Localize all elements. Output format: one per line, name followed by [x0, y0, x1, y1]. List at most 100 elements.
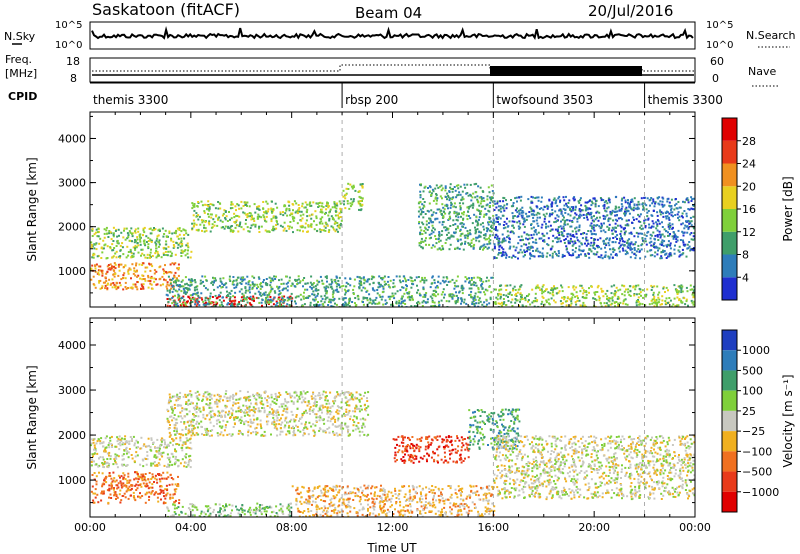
- heatmap-cell: [280, 305, 283, 307]
- heatmap-cell: [642, 240, 645, 243]
- heatmap-cell: [250, 420, 253, 423]
- heatmap-cell: [180, 230, 183, 233]
- heatmap-cell: [178, 288, 181, 291]
- heatmap-cell: [438, 304, 441, 307]
- heatmap-cell: [494, 301, 497, 304]
- heatmap-cell: [625, 210, 628, 213]
- heatmap-cell: [663, 204, 666, 207]
- heatmap-cell: [621, 197, 624, 200]
- heatmap-cell: [569, 214, 572, 217]
- heatmap-cell: [531, 236, 534, 239]
- heatmap-cell: [629, 248, 632, 251]
- heatmap-cell: [470, 239, 473, 242]
- heatmap-cell: [637, 220, 640, 223]
- heatmap-cell: [254, 292, 257, 295]
- heatmap-cell: [529, 253, 532, 256]
- heatmap-cell: [628, 232, 631, 235]
- heatmap-cell: [614, 254, 617, 256]
- heatmap-cell: [555, 292, 558, 295]
- heatmap-cell: [434, 196, 437, 199]
- heatmap-cell: [473, 295, 476, 298]
- heatmap-cell: [690, 299, 693, 302]
- heatmap-cell: [340, 406, 343, 409]
- heatmap-cell: [548, 215, 551, 218]
- heatmap-cell: [685, 286, 688, 289]
- heatmap-cell: [270, 286, 273, 289]
- heatmap-cell: [461, 196, 464, 199]
- heatmap-cell: [196, 288, 199, 291]
- heatmap-cell: [184, 291, 187, 294]
- heatmap-cell: [461, 289, 464, 292]
- heatmap-cell: [406, 296, 409, 299]
- heatmap-cell: [278, 304, 281, 307]
- heatmap-cell: [442, 220, 445, 223]
- heatmap-cell: [472, 192, 475, 195]
- heatmap-cell: [572, 234, 575, 236]
- heatmap-cell: [680, 289, 683, 292]
- heatmap-cell: [590, 237, 593, 239]
- heatmap-cell: [208, 223, 211, 226]
- heatmap-cell: [222, 419, 225, 422]
- y-tick-label: 2000: [58, 221, 86, 234]
- heatmap-cell: [551, 256, 554, 259]
- heatmap-cell: [235, 392, 238, 395]
- heatmap-cell: [281, 289, 284, 292]
- heatmap-cell: [213, 280, 216, 282]
- heatmap-cell: [314, 289, 317, 292]
- heatmap-cell: [255, 403, 258, 406]
- heatmap-cell: [358, 280, 361, 283]
- heatmap-cell: [278, 419, 281, 422]
- heatmap-cell: [631, 251, 634, 254]
- heatmap-cell: [518, 227, 521, 230]
- heatmap-cell: [139, 243, 142, 246]
- heatmap-cell: [521, 210, 524, 212]
- heatmap-cell: [275, 304, 278, 307]
- heatmap-cell: [561, 290, 564, 293]
- heatmap-cell: [541, 295, 544, 298]
- heatmap-cell: [334, 230, 337, 233]
- heatmap-cell: [507, 234, 510, 237]
- heatmap-cell: [672, 215, 674, 218]
- heatmap-cell: [321, 202, 324, 205]
- heatmap-cell: [293, 285, 296, 288]
- noise-left-tick-bottom: 10^0: [55, 40, 82, 51]
- heatmap-cell: [240, 296, 243, 299]
- heatmap-cell: [402, 286, 405, 289]
- heatmap-cell: [626, 303, 629, 306]
- heatmap-cell: [516, 299, 519, 302]
- heatmap-cell: [205, 403, 208, 406]
- heatmap-cell: [554, 201, 557, 204]
- heatmap-cell: [429, 217, 432, 220]
- heatmap-cell: [692, 227, 695, 230]
- heatmap-cell: [590, 285, 593, 288]
- heatmap-cell: [279, 430, 282, 433]
- heatmap-cell: [278, 290, 281, 292]
- heatmap-cell: [431, 224, 434, 227]
- heatmap-cell: [519, 222, 522, 225]
- heatmap-cell: [312, 408, 315, 411]
- heatmap-cell: [382, 287, 385, 290]
- heatmap-cell: [550, 287, 553, 290]
- heatmap-cell: [181, 409, 184, 412]
- heatmap-cell: [470, 199, 473, 202]
- heatmap-cell: [166, 281, 169, 284]
- heatmap-cell: [276, 434, 279, 437]
- heatmap-cell: [238, 303, 241, 305]
- heatmap-cell: [125, 227, 128, 230]
- heatmap-cell: [324, 399, 327, 402]
- heatmap-cell: [685, 225, 688, 228]
- heatmap-cell: [219, 397, 222, 400]
- heatmap-cell: [491, 197, 494, 199]
- heatmap-cell: [465, 302, 468, 305]
- heatmap-cell: [395, 275, 398, 278]
- heatmap-cell: [422, 295, 425, 298]
- heatmap-cell: [561, 234, 564, 237]
- heatmap-cell: [316, 283, 319, 286]
- heatmap-cell: [587, 242, 590, 245]
- heatmap-cell: [467, 205, 470, 208]
- heatmap-cell: [233, 221, 236, 223]
- heatmap-cell: [398, 279, 401, 282]
- heatmap-cell: [455, 291, 457, 294]
- heatmap-cell: [430, 192, 433, 195]
- heatmap-cell: [340, 219, 343, 222]
